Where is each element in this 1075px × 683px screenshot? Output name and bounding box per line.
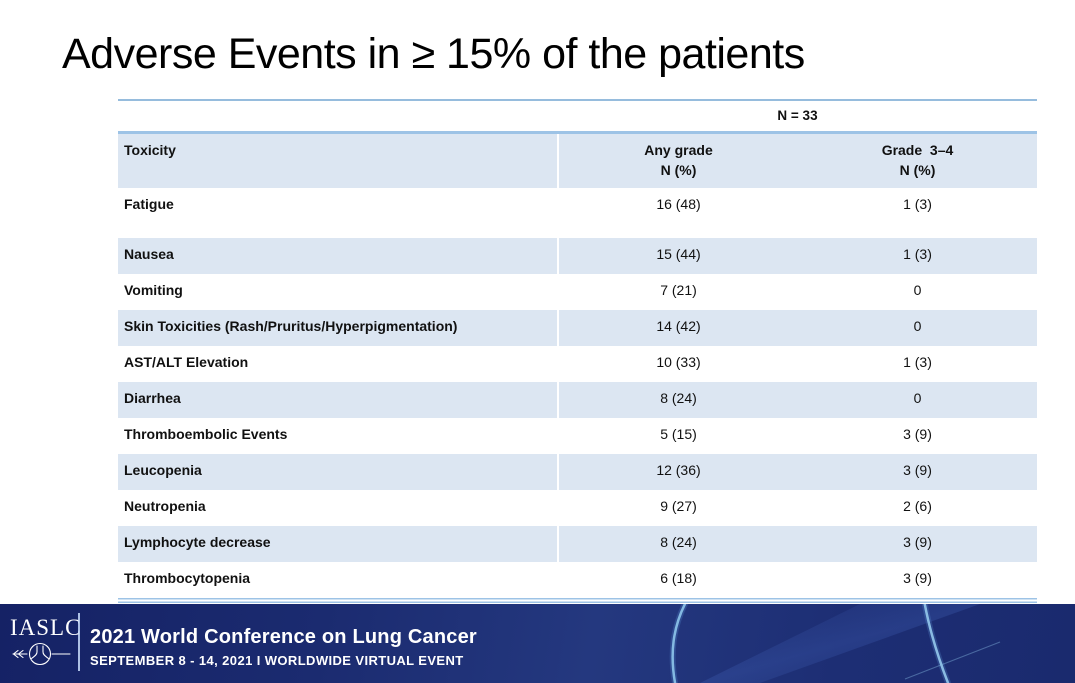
any-grade-cell: 7 (21) bbox=[660, 281, 697, 298]
header-toxicity: Toxicity bbox=[118, 131, 559, 188]
toxicity-cell: Neutropenia bbox=[118, 489, 559, 526]
header-any-grade: Any grade N (%) bbox=[558, 131, 798, 188]
toxicity-table: Toxicity Any grade N (%) Grade 3–4 N (%)… bbox=[118, 131, 1037, 598]
toxicity-cell: Fatigue bbox=[118, 187, 559, 238]
any-grade-cell: 10 (33) bbox=[656, 353, 701, 370]
toxicity-cell: AST/ALT Elevation bbox=[118, 345, 559, 382]
table-row: Leucopenia 12 (36) 3 (9) bbox=[118, 453, 1037, 490]
table-row: Diarrhea 8 (24) 0 bbox=[118, 381, 1037, 418]
iaslc-logo-text: IASLC bbox=[10, 615, 82, 640]
table-row: Thromboembolic Events 5 (15) 3 (9) bbox=[118, 417, 1037, 454]
table-top-rule bbox=[118, 99, 1037, 101]
grade-3-4-cell: 0 bbox=[913, 317, 922, 334]
header-row: Toxicity Any grade N (%) Grade 3–4 N (%) bbox=[118, 131, 1037, 188]
n-total-label: N = 33 bbox=[777, 108, 818, 123]
header-grade-3-4-line2: N (%) bbox=[899, 161, 936, 178]
grade-3-4-cell: 3 (9) bbox=[903, 461, 932, 478]
toxicity-cell: Nausea bbox=[118, 237, 559, 274]
any-grade-cell: 8 (24) bbox=[660, 533, 697, 550]
table-row: Skin Toxicities (Rash/Pruritus/Hyperpigm… bbox=[118, 309, 1037, 346]
any-grade-cell: 6 (18) bbox=[660, 569, 697, 586]
header-grade-3-4-line1: Grade 3–4 bbox=[881, 142, 954, 158]
table-row: AST/ALT Elevation 10 (33) 1 (3) bbox=[118, 345, 1037, 382]
toxicity-cell: Skin Toxicities (Rash/Pruritus/Hyperpigm… bbox=[118, 309, 559, 346]
grade-3-4-cell: 0 bbox=[913, 281, 922, 298]
table-row: Lymphocyte decrease 8 (24) 3 (9) bbox=[118, 525, 1037, 562]
slide-title: Adverse Events in ≥ 15% of the patients bbox=[62, 30, 805, 78]
grade-3-4-cell: 3 (9) bbox=[903, 569, 932, 586]
toxicity-cell: Vomiting bbox=[118, 273, 559, 310]
any-grade-cell: 5 (15) bbox=[660, 425, 697, 442]
adverse-events-table: N = 33 Toxicity Any grade N (%) Grade 3–… bbox=[118, 99, 1037, 603]
footer-divider bbox=[78, 613, 80, 671]
table-row: Thrombocytopenia 6 (18) 3 (9) bbox=[118, 561, 1037, 598]
grade-3-4-cell: 3 (9) bbox=[903, 533, 932, 550]
footer-light-streaks bbox=[669, 604, 1001, 683]
grade-3-4-cell: 1 (3) bbox=[903, 353, 932, 370]
header-grade-3-4: Grade 3–4 N (%) bbox=[798, 131, 1037, 188]
toxicity-cell: Leucopenia bbox=[118, 453, 559, 490]
table-body: Fatigue 16 (48) 1 (3) Nausea 15 (44) 1 (… bbox=[118, 187, 1037, 598]
grade-3-4-cell: 3 (9) bbox=[903, 425, 932, 442]
grade-3-4-cell: 1 (3) bbox=[903, 195, 932, 212]
any-grade-cell: 12 (36) bbox=[656, 461, 701, 478]
any-grade-cell: 8 (24) bbox=[660, 389, 697, 406]
toxicity-cell: Thromboembolic Events bbox=[118, 417, 559, 454]
header-any-grade-line1: Any grade bbox=[644, 142, 713, 158]
table-header: Toxicity Any grade N (%) Grade 3–4 N (%) bbox=[118, 131, 1037, 188]
iaslc-emblem-icon bbox=[10, 641, 74, 672]
any-grade-cell: 15 (44) bbox=[656, 245, 701, 262]
conference-footer-banner: IASLC 2021 World Conference on Lung Canc… bbox=[0, 604, 1075, 683]
any-grade-cell: 16 (48) bbox=[656, 195, 701, 212]
header-any-grade-line2: N (%) bbox=[660, 161, 697, 178]
toxicity-cell: Lymphocyte decrease bbox=[118, 525, 559, 562]
iaslc-logo: IASLC bbox=[10, 615, 82, 672]
grade-3-4-cell: 1 (3) bbox=[903, 245, 932, 262]
conference-subtitle: SEPTEMBER 8 - 14, 2021 I WORLDWIDE VIRTU… bbox=[90, 653, 464, 668]
table-row: Nausea 15 (44) 1 (3) bbox=[118, 237, 1037, 274]
table-row: Neutropenia 9 (27) 2 (6) bbox=[118, 489, 1037, 526]
table-bottom-rule bbox=[118, 597, 1037, 603]
toxicity-cell: Diarrhea bbox=[118, 381, 559, 418]
any-grade-cell: 14 (42) bbox=[656, 317, 701, 334]
grade-3-4-cell: 2 (6) bbox=[903, 497, 932, 514]
table-row: Fatigue 16 (48) 1 (3) bbox=[118, 187, 1037, 238]
grade-3-4-cell: 0 bbox=[913, 389, 922, 406]
any-grade-cell: 9 (27) bbox=[660, 497, 697, 514]
table-row: Vomiting 7 (21) 0 bbox=[118, 273, 1037, 310]
toxicity-cell: Thrombocytopenia bbox=[118, 561, 559, 598]
conference-title: 2021 World Conference on Lung Cancer bbox=[90, 626, 477, 648]
n-total-row: N = 33 bbox=[118, 101, 1037, 131]
